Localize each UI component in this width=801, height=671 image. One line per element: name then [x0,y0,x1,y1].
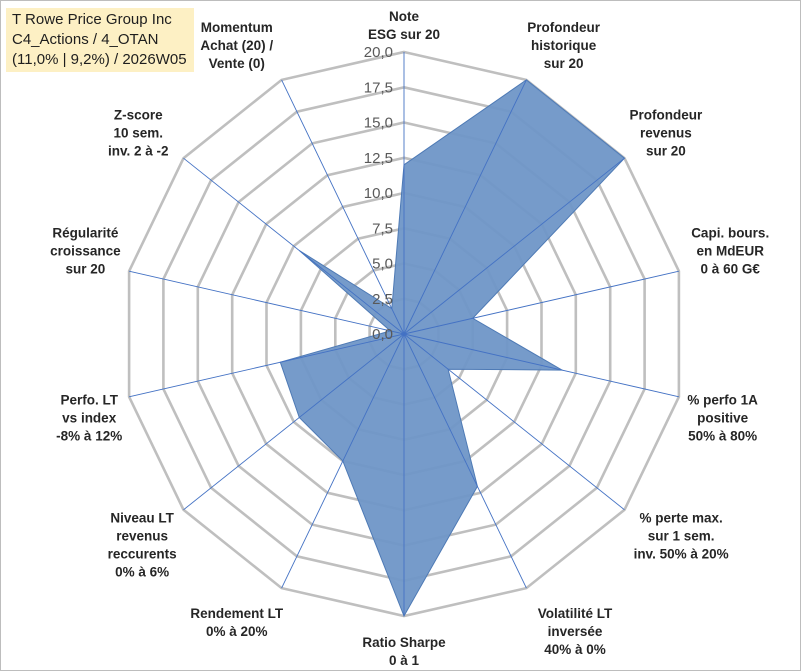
axis-label-line: inversée [548,624,603,639]
axis-spoke [403,333,625,511]
spoke-layer [128,52,680,616]
tick-label: 0,0 [372,326,393,343]
axis-label-line: Régularité [52,226,119,241]
chart-title-box: T Rowe Price Group Inc C4_Actions / 4_OT… [6,8,194,72]
axis-label-line: 0 à 1 [389,653,420,668]
axis-label-line: Momentum [201,20,273,35]
axis-label: Ratio Sharpe 0 à 1 [362,635,446,668]
axis-label-line: revenus [116,528,168,543]
axis-label: Volatilité LT inversée 40% à 0% [538,606,613,657]
tick-label: 7,5 [372,220,393,237]
tick-label: 20,0 [364,44,393,61]
tick-label: 2,5 [372,291,393,308]
tick-label: 10,0 [364,185,393,202]
axis-label: Capi. bours. en MdEUR 0 à 60 G€ [691,226,769,277]
axis-spoke [403,157,625,335]
axis-label-line: Capi. bours. [691,226,769,241]
axis-label: Profondeur revenus sur 20 [630,108,703,159]
axis-label: Momentum Achat (20) / Vente (0) [200,20,273,71]
axis-label-layer: Note ESG sur 20 Profondeur historique sur 20… [50,9,769,668]
axis-label-line: 0 à 60 G€ [701,262,761,277]
axis-label-line: sur 20 [544,56,584,71]
axis-label: % perfo 1A positive 50% à 80% [687,392,758,443]
axis-label-line: 40% à 0% [544,642,606,657]
axis-label-line: sur 20 [66,262,106,277]
axis-label-line: historique [531,38,597,53]
axis-label-line: Perfo. LT [60,392,118,407]
axis-label-line: inv. 50% à 20% [634,546,729,561]
axis-spoke [183,157,405,335]
axis-spoke [403,333,680,398]
axis-spoke [281,79,405,335]
axis-label: Régularité croissance sur 20 [50,226,121,277]
axis-label-line: -8% à 12% [56,428,122,443]
axis-label-line: Profondeur [630,108,703,123]
tick-layer: 0,0 2,5 5,0 7,5 10,0 12,5 15,0 17,5 20,0 [364,44,393,343]
axis-spoke [281,333,405,589]
axis-label: Perfo. LT vs index -8% à 12% [56,392,122,443]
axis-label-line: vs index [62,410,117,425]
axis-spoke [403,333,527,589]
axis-label-line: Note [389,9,419,24]
axis-label-line: 50% à 80% [688,428,757,443]
title-line-2: C4_Actions / 4_OTAN [12,31,159,48]
axis-label-line: croissance [50,244,121,259]
tick-label: 12,5 [364,150,393,167]
axis-label-line: sur 20 [646,144,686,159]
axis-label: Rendement LT 0% à 20% [190,606,284,639]
axis-label: % perte max. sur 1 sem. inv. 50% à 20% [634,510,729,561]
axis-label: Z-score 10 sem. inv. 2 à -2 [108,108,169,159]
axis-label-line: Rendement LT [190,606,284,621]
axis-label: Profondeur historique sur 20 [527,20,600,71]
axis-label-line: 10 sem. [114,126,164,141]
axis-label: Niveau LT revenus reccurents 0% à 6% [108,510,177,579]
tick-label: 17,5 [364,79,393,96]
axis-spoke [403,270,680,335]
axis-label-line: en MdEUR [696,244,764,259]
axis-label-line: 0% à 6% [115,564,169,579]
axis-label-line: Profondeur [527,20,600,35]
axis-label-line: % perte max. [639,510,722,525]
tick-label: 15,0 [364,115,393,132]
tick-label: 5,0 [372,256,393,273]
axis-label-line: % perfo 1A [687,392,758,407]
axis-spoke [403,79,527,335]
title-line-1: T Rowe Price Group Inc [12,11,172,28]
axis-label-line: 0% à 20% [206,624,268,639]
axis-spoke [128,333,405,398]
axis-spoke [183,333,405,511]
axis-label-line: inv. 2 à -2 [108,144,169,159]
axis-label-line: revenus [640,126,692,141]
axis-label-line: Achat (20) / [200,38,273,53]
axis-label: Note ESG sur 20 [368,9,440,42]
axis-label-line: Z-score [114,108,163,123]
axis-label-line: sur 1 sem. [648,528,715,543]
axis-label-line: Ratio Sharpe [362,635,446,650]
title-line-3: (11,0% | 9,2%) / 2026W05 [12,51,187,68]
axis-label-line: positive [697,410,749,425]
axis-label-line: ESG sur 20 [368,27,440,42]
axis-label-line: Volatilité LT [538,606,613,621]
axis-label-line: Vente (0) [209,56,265,71]
axis-label-line: reccurents [108,546,177,561]
axis-label-line: Niveau LT [110,510,174,525]
axis-spoke [128,270,405,335]
